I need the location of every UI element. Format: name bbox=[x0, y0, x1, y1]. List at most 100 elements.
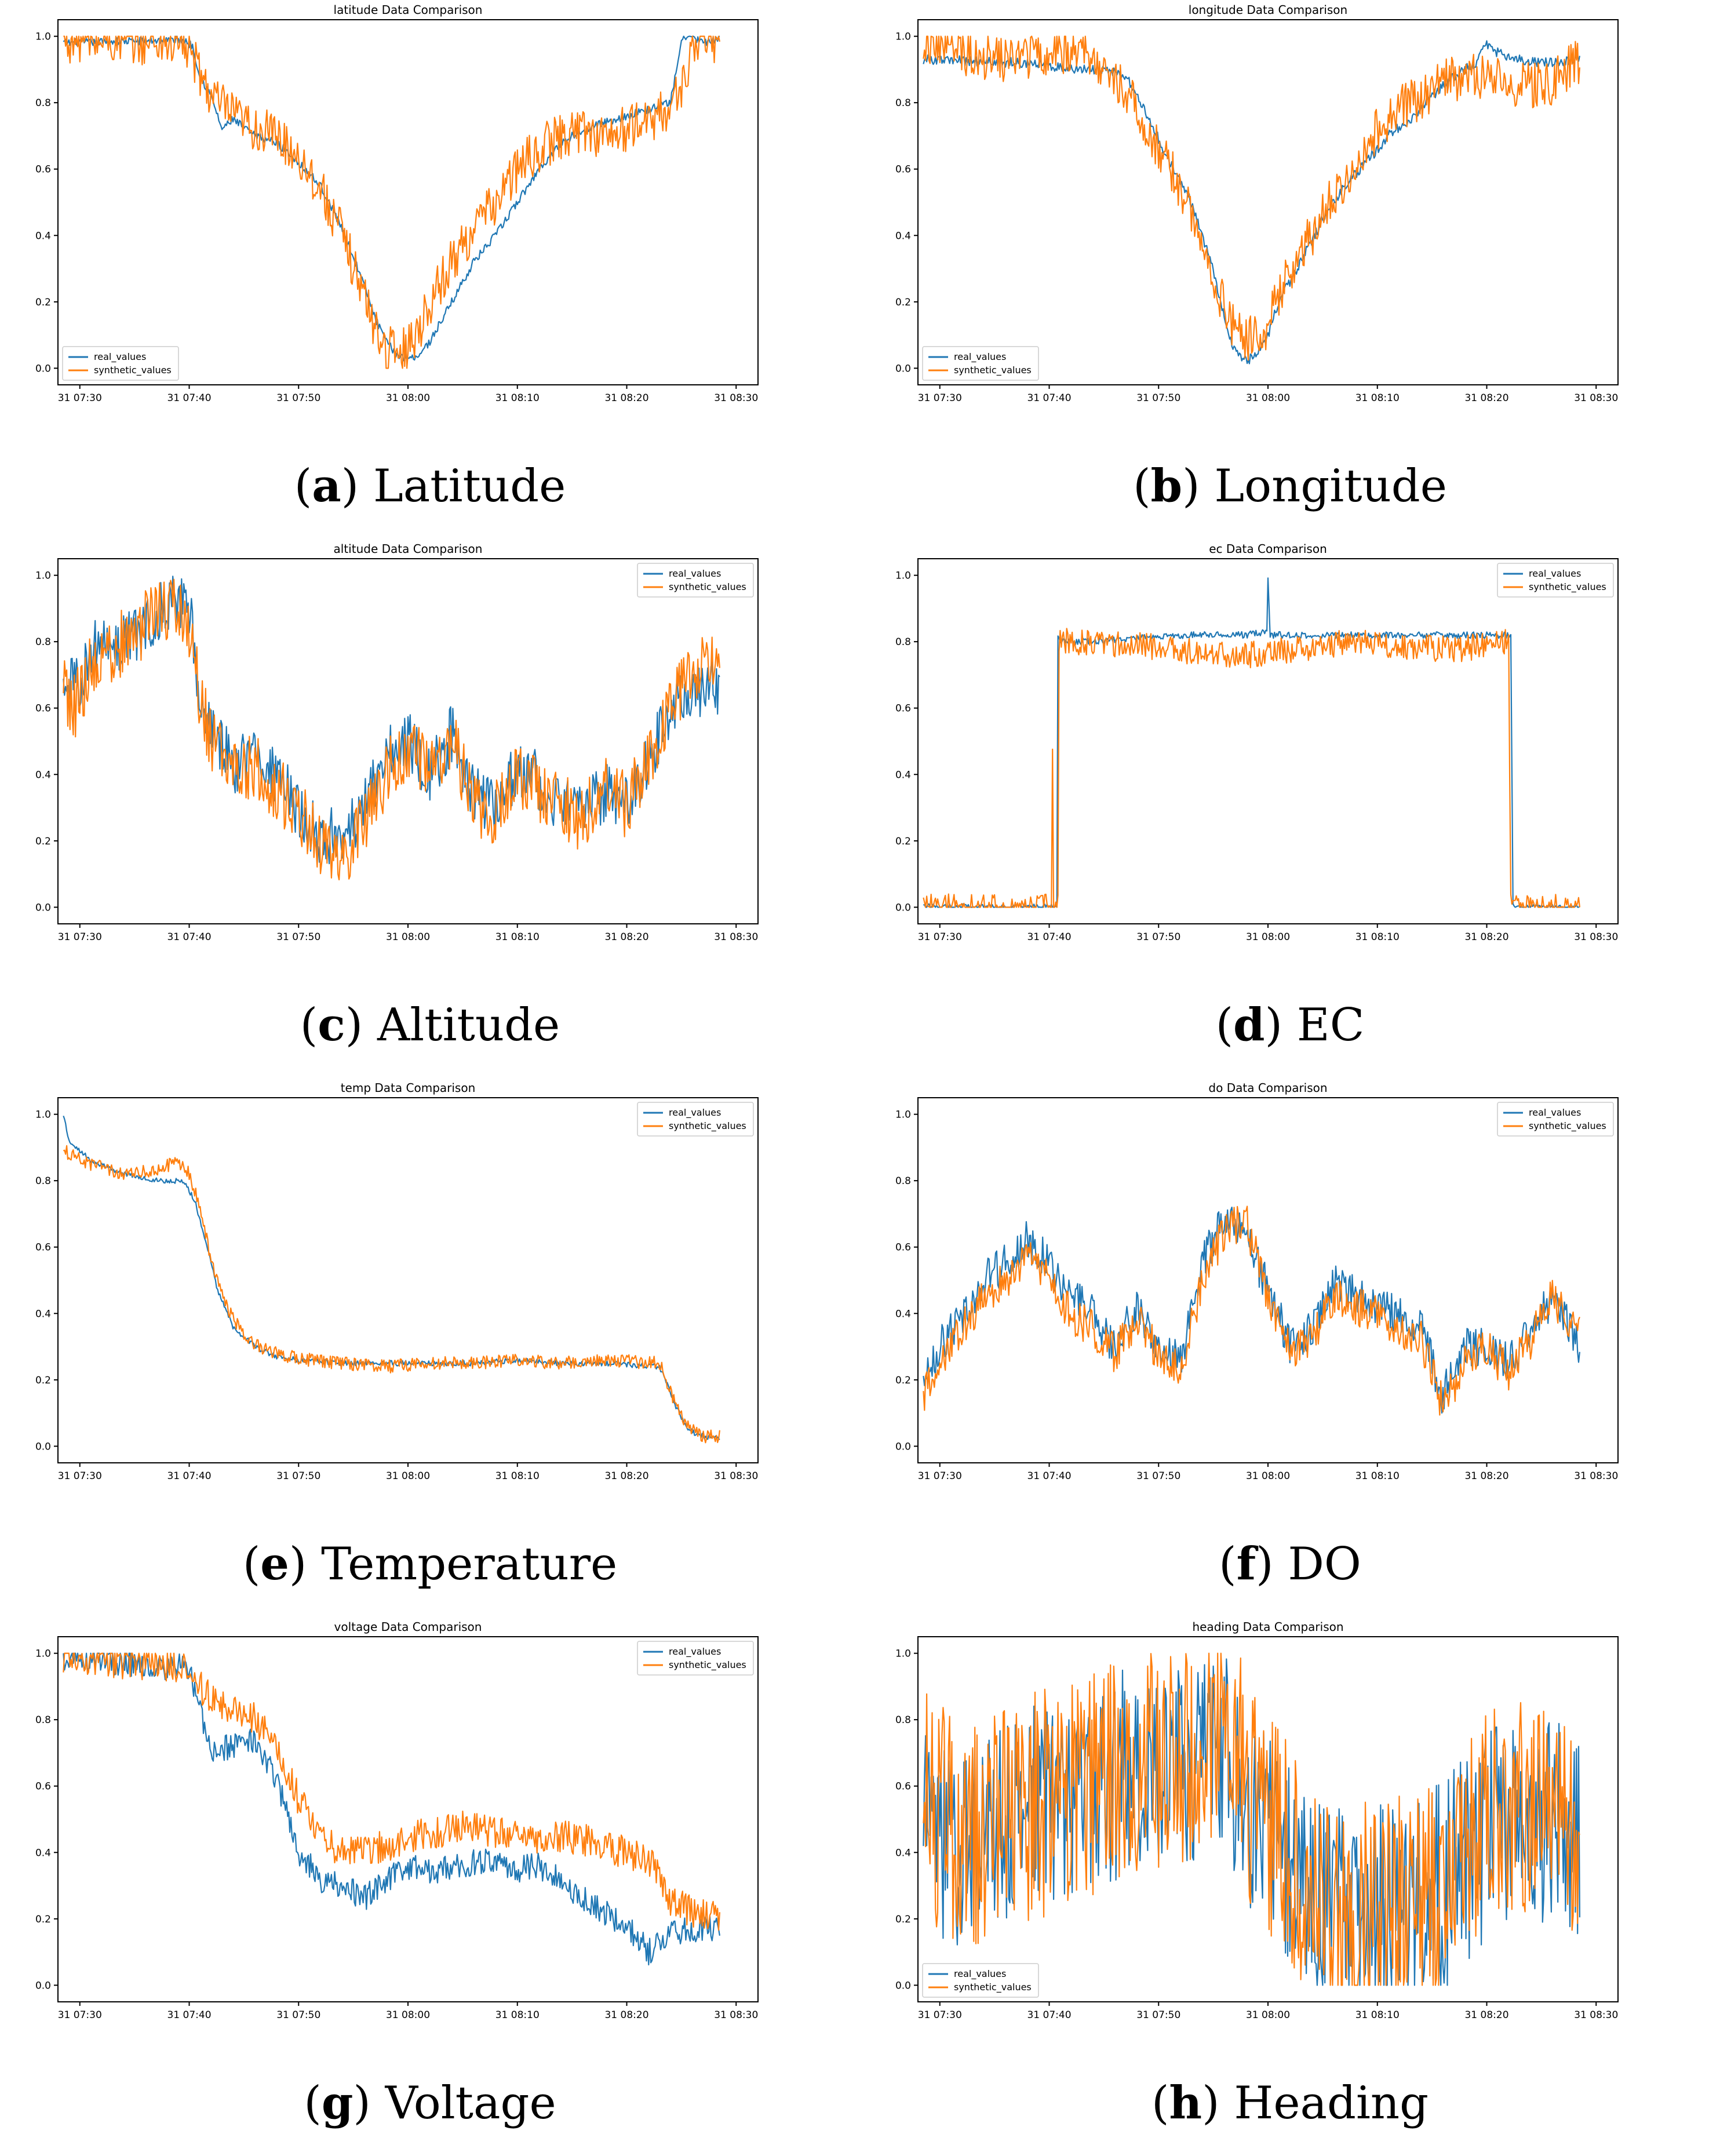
y-tick-label: 1.0 bbox=[35, 31, 51, 43]
y-tick-label: 0.2 bbox=[895, 836, 911, 847]
y-tick-label: 0.4 bbox=[35, 769, 51, 781]
caption-text: Longitude bbox=[1214, 460, 1447, 512]
y-tick-label: 0.2 bbox=[895, 297, 911, 308]
y-tick-label: 0.8 bbox=[35, 1714, 51, 1726]
x-tick-label: 31 07:50 bbox=[276, 931, 320, 943]
chart-d-svg: ec Data Comparison 31 07:30 31 07:40 31 07:… bbox=[895, 542, 1619, 943]
x-tick-label: 31 07:30 bbox=[918, 392, 962, 404]
caption-letter: a bbox=[312, 460, 341, 512]
x-tick-label: 31 08:10 bbox=[495, 931, 540, 943]
y-tick-label: 0.2 bbox=[35, 1914, 51, 1925]
chart-panel-b: longitude Data Comparison 31 07:30 31 07:4… bbox=[860, 0, 1720, 539]
x-tick-label: 31 08:20 bbox=[1464, 1470, 1508, 1482]
x-tick-label: 31 08:00 bbox=[1246, 1470, 1290, 1482]
legend-label-synthetic: synthetic_values bbox=[669, 1659, 746, 1671]
y-tick-label: 0.4 bbox=[35, 1308, 51, 1320]
y-tick-label: 1.0 bbox=[35, 1109, 51, 1121]
x-tick-label: 31 07:30 bbox=[58, 931, 102, 943]
chart-panel-g: voltage Data Comparison 31 07:30 31 07:40 3… bbox=[0, 1617, 860, 2156]
x-tick-label: 31 07:40 bbox=[167, 392, 211, 404]
y-tick-label: 0.0 bbox=[895, 1980, 911, 1991]
series-line-real bbox=[923, 577, 1580, 908]
x-tick-label: 31 08:30 bbox=[714, 931, 758, 943]
x-tick-label: 31 07:40 bbox=[167, 2009, 211, 2021]
x-tick-label: 31 08:30 bbox=[714, 392, 758, 404]
x-tick-label: 31 07:50 bbox=[1136, 1470, 1180, 1482]
legend-label-real: real_values bbox=[669, 1646, 721, 1658]
legend-box bbox=[637, 1641, 754, 1676]
x-tick-label: 31 08:00 bbox=[386, 1470, 430, 1482]
caption-letter: f bbox=[1236, 1538, 1256, 1590]
y-tick-label: 0.0 bbox=[895, 1441, 911, 1452]
legend-box bbox=[922, 1963, 1039, 1998]
chart-title: ec Data Comparison bbox=[1209, 542, 1327, 556]
x-tick-label: 31 08:10 bbox=[1355, 2009, 1400, 2021]
y-tick-label: 1.0 bbox=[895, 1109, 911, 1121]
legend-label-real: real_values bbox=[94, 351, 146, 363]
y-tick-label: 0.4 bbox=[895, 769, 911, 781]
x-tick-label: 31 07:50 bbox=[276, 392, 320, 404]
x-tick-label: 31 08:00 bbox=[1246, 2009, 1290, 2021]
x-tick-label: 31 08:20 bbox=[604, 2009, 648, 2021]
chart-title: latitude Data Comparison bbox=[334, 3, 483, 17]
chart-title: altitude Data Comparison bbox=[334, 542, 483, 556]
y-tick-label: 0.6 bbox=[35, 1242, 51, 1254]
x-tick-label: 31 08:30 bbox=[1574, 392, 1618, 404]
y-tick-label: 0.2 bbox=[895, 1914, 911, 1925]
caption-text: DO bbox=[1288, 1538, 1361, 1590]
x-tick-label: 31 07:50 bbox=[1136, 2009, 1180, 2021]
y-tick-label: 0.2 bbox=[35, 1375, 51, 1386]
subfigure-caption: (c) Altitude bbox=[300, 999, 560, 1051]
legend-label-synthetic: synthetic_values bbox=[669, 581, 746, 593]
chart-panel-d: ec Data Comparison 31 07:30 31 07:40 31 07:… bbox=[860, 539, 1720, 1078]
legend-box bbox=[637, 1102, 754, 1137]
y-tick-label: 0.4 bbox=[895, 1308, 911, 1320]
x-tick-label: 31 07:30 bbox=[58, 2009, 102, 2021]
x-tick-label: 31 08:20 bbox=[604, 931, 648, 943]
axes-frame bbox=[917, 1097, 1619, 1463]
series-line-synthetic bbox=[63, 578, 720, 881]
y-tick-label: 1.0 bbox=[895, 31, 911, 43]
subfigure-caption: (d) EC bbox=[1215, 999, 1365, 1051]
y-tick-label: 0.8 bbox=[35, 1175, 51, 1187]
legend-label-synthetic: synthetic_values bbox=[954, 365, 1032, 376]
chart-e-svg: temp Data Comparison 31 07:30 31 07:40 31 0… bbox=[35, 1081, 759, 1482]
caption-text: Heading bbox=[1234, 2077, 1429, 2129]
legend-box bbox=[62, 346, 179, 381]
x-tick-label: 31 07:40 bbox=[167, 1470, 211, 1482]
x-tick-label: 31 07:40 bbox=[1027, 392, 1071, 404]
legend-box bbox=[637, 563, 754, 598]
y-tick-label: 0.8 bbox=[35, 97, 51, 109]
x-tick-label: 31 08:00 bbox=[386, 2009, 430, 2021]
subfigure-caption: (g) Voltage bbox=[304, 2077, 556, 2129]
y-tick-label: 0.4 bbox=[895, 230, 911, 242]
chart-panel-h: heading Data Comparison 31 07:30 31 07:40 3… bbox=[860, 1617, 1720, 2156]
caption-letter: b bbox=[1150, 460, 1183, 512]
series-line-real bbox=[923, 1206, 1580, 1414]
chart-g-svg: voltage Data Comparison 31 07:30 31 07:40 3… bbox=[35, 1620, 759, 2021]
series-line-synthetic bbox=[923, 1652, 1580, 1986]
x-tick-label: 31 08:00 bbox=[386, 931, 430, 943]
chart-title: heading Data Comparison bbox=[1192, 1620, 1343, 1634]
legend-box bbox=[1497, 563, 1614, 598]
chart-h-svg: heading Data Comparison 31 07:30 31 07:40 3… bbox=[895, 1620, 1619, 2021]
axes-frame bbox=[57, 1097, 759, 1463]
y-tick-label: 0.4 bbox=[895, 1847, 911, 1859]
series-line-real bbox=[63, 1115, 720, 1440]
series-line-synthetic bbox=[923, 35, 1580, 361]
legend-box bbox=[922, 346, 1039, 381]
chart-a-svg: latitude Data Comparison 31 07:30 31 07:40… bbox=[35, 3, 759, 404]
x-tick-label: 31 08:10 bbox=[1355, 392, 1400, 404]
axes-frame bbox=[57, 1636, 759, 2002]
caption-text: Temperature bbox=[321, 1538, 618, 1590]
x-tick-label: 31 08:30 bbox=[714, 2009, 758, 2021]
y-tick-label: 0.8 bbox=[35, 636, 51, 648]
x-tick-label: 31 08:10 bbox=[1355, 931, 1400, 943]
x-tick-label: 31 08:20 bbox=[1464, 931, 1508, 943]
caption-text: EC bbox=[1296, 999, 1365, 1051]
